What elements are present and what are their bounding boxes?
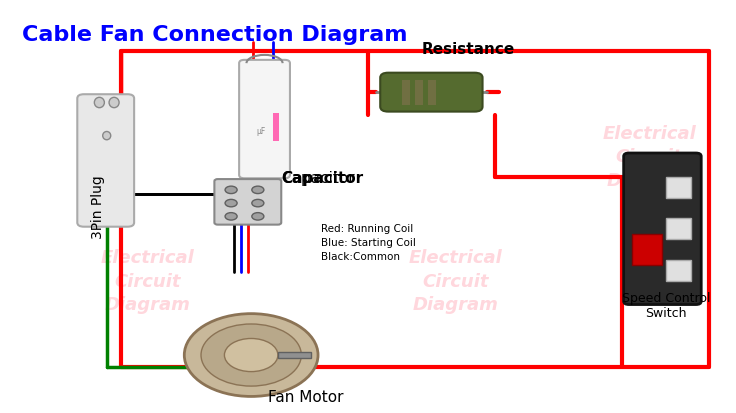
Circle shape [225,187,237,194]
Ellipse shape [94,98,105,109]
FancyBboxPatch shape [381,74,483,112]
Circle shape [225,213,237,221]
FancyBboxPatch shape [623,154,701,305]
Ellipse shape [109,98,119,109]
Bar [402,81,410,105]
Text: Fan Motor: Fan Motor [268,389,344,404]
Bar [666,260,691,281]
FancyBboxPatch shape [77,95,134,227]
FancyBboxPatch shape [214,180,281,225]
Bar [428,81,436,105]
Text: μF: μF [257,126,266,135]
Text: Electrical
Circuit
Diagram: Electrical Circuit Diagram [408,248,502,313]
Text: Resistance: Resistance [422,42,515,57]
Text: Red: Running Coil
Blue: Starting Coil
Black:Common: Red: Running Coil Blue: Starting Coil Bl… [322,223,417,261]
Text: Cable Fan Connection Diagram: Cable Fan Connection Diagram [21,25,407,45]
Bar [415,81,423,105]
Text: Speed Control
Switch: Speed Control Switch [621,292,710,320]
Bar [632,234,662,265]
Bar [666,219,691,240]
Circle shape [225,200,237,207]
Text: Electrical
Circuit
Diagram: Electrical Circuit Diagram [101,248,194,313]
Text: 3Pin Plug: 3Pin Plug [91,175,105,238]
Text: Capacitor: Capacitor [281,170,355,185]
Bar [278,352,311,358]
Circle shape [252,213,264,221]
Text: Capacitor: Capacitor [281,170,364,185]
Circle shape [252,200,264,207]
Circle shape [224,339,278,372]
Bar [273,114,280,142]
Circle shape [252,187,264,194]
Ellipse shape [103,132,110,140]
Circle shape [201,324,301,386]
FancyBboxPatch shape [239,61,290,179]
Circle shape [184,314,318,396]
Bar [666,178,691,198]
Text: Electrical
Circuit
Diagram: Electrical Circuit Diagram [602,124,696,190]
